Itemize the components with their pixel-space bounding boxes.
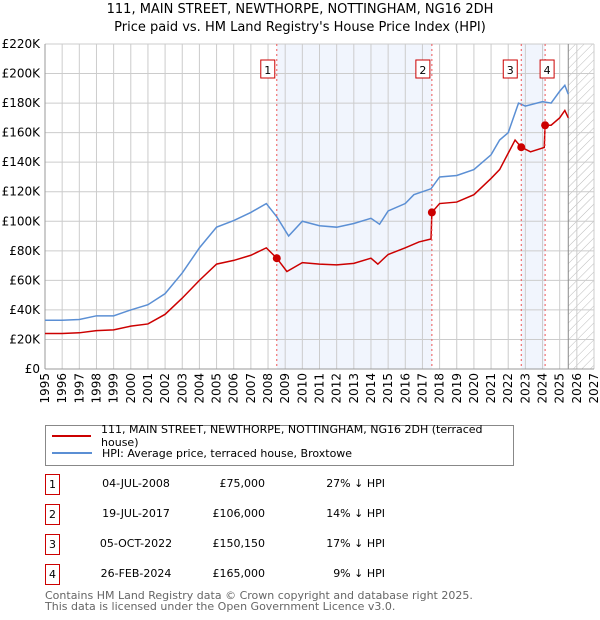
x-tick-label: 1999: [107, 373, 121, 404]
x-tick-label: 2016: [398, 373, 412, 404]
chart-title: 111, MAIN STREET, NEWTHORPE, NOTTINGHAM,…: [106, 2, 494, 17]
sale-marker-badge: 1: [45, 474, 60, 495]
x-tick-label: 2001: [141, 373, 155, 404]
x-tick-label: 2017: [415, 373, 429, 404]
sale-hpi-diff: 17% ↓ HPI: [326, 537, 385, 550]
hpi-line: [45, 83, 569, 321]
price-chart: £0 £20K £40K £60K £80K £100K £120K £140K £160K £1…: [2, 37, 600, 404]
x-tick-label: 2022: [501, 373, 515, 404]
sale-hpi-diff: 9% ↓ HPI: [333, 567, 385, 580]
chart-subtitle: Price paid vs. HM Land Registry's House …: [114, 20, 486, 35]
x-tick-label: 2004: [192, 373, 206, 404]
sale-hpi-diff: 27% ↓ HPI: [326, 477, 385, 490]
sale-marker-badge: 2: [45, 504, 60, 525]
table-row: 3 05-OCT-2022 £150,150 17% ↓ HPI: [45, 534, 545, 555]
x-tick-label: 2006: [227, 373, 241, 404]
sale-marker-badge: 3: [45, 534, 60, 555]
x-tick-label: 1995: [38, 373, 52, 404]
sale-date: 19-JUL-2017: [102, 507, 170, 520]
y-tick-label: £220K: [2, 37, 42, 51]
x-tick-label: 1996: [55, 373, 69, 404]
x-tick-label: 2023: [518, 373, 532, 404]
sale-date: 26-FEB-2024: [100, 567, 172, 580]
y-tick-label: £180K: [2, 96, 42, 110]
x-tick-label: 2014: [364, 373, 378, 404]
sale-price: £106,000: [212, 507, 266, 520]
x-tick-label: 2024: [536, 373, 550, 404]
y-tick-label: £140K: [2, 155, 42, 169]
sale-marker-box: [539, 59, 555, 79]
sale-price: £165,000: [212, 567, 266, 580]
sale-date: 05-OCT-2022: [99, 537, 173, 550]
shaded-range: [521, 44, 546, 369]
x-tick-label: 2002: [158, 373, 172, 404]
x-tick-label: 2021: [484, 373, 498, 404]
x-tick-label: 2000: [124, 373, 138, 404]
sale-marker-badge: 4: [45, 564, 60, 585]
x-tick-label: 2025: [553, 373, 567, 404]
legend-label: 111, MAIN STREET, NEWTHORPE, NOTTINGHAM,…: [101, 423, 483, 449]
x-tick-label: 2008: [261, 373, 275, 404]
x-tick-label: 2012: [330, 373, 344, 404]
y-tick-label: £200K: [2, 67, 42, 81]
legend-swatch-red: [52, 435, 92, 437]
legend: 111, MAIN STREET, NEWTHORPE, NOTTINGHAM,…: [45, 423, 514, 466]
x-tick-label: 2011: [313, 373, 327, 404]
x-tick-label: 1998: [89, 373, 103, 404]
x-tick-label: 2007: [244, 373, 258, 404]
sale-marker-label: 2: [419, 64, 426, 77]
shaded-range: [276, 44, 432, 369]
sale-price: £75,000: [219, 477, 266, 490]
sale-marker-label: 4: [544, 64, 551, 77]
y-tick-label: £160K: [2, 126, 42, 140]
sale-point: [541, 121, 550, 130]
table-row: 4 26-FEB-2024 £165,000 9% ↓ HPI: [45, 564, 545, 585]
footer-copyright: Contains HM Land Registry data © Crown c…: [45, 589, 473, 602]
x-tick-label: 2015: [381, 373, 395, 404]
legend-label: HPI: Average price, terraced house, Brox…: [102, 446, 353, 460]
sale-hpi-diff: 14% ↓ HPI: [326, 507, 385, 520]
y-tick-label: £60K: [9, 273, 41, 287]
footer-licence: This data is licensed under the Open Gov…: [45, 600, 396, 613]
y-tick-label: £0: [25, 362, 40, 376]
x-tick-label: 2018: [433, 373, 447, 404]
y-tick-label: £40K: [9, 303, 41, 317]
x-tick-label: 2026: [570, 373, 584, 404]
x-tick-label: 2009: [278, 373, 292, 404]
y-tick-label: £20K: [9, 332, 41, 346]
legend-item-hpi: HPI: Average price, terraced house, Brox…: [52, 445, 352, 461]
legend-item-property: 111, MAIN STREET, NEWTHORPE, NOTTINGHAM,…: [52, 423, 513, 449]
sale-marker-box: [502, 59, 518, 79]
sale-point: [272, 254, 281, 263]
x-tick-label: 2027: [587, 373, 600, 404]
sale-marker-label: 3: [507, 64, 514, 77]
x-tick-label: 1997: [72, 373, 86, 404]
sale-point: [517, 143, 526, 152]
sale-point: [427, 208, 436, 217]
sale-date: 04-JUL-2008: [102, 477, 170, 490]
y-tick-label: £80K: [9, 244, 41, 258]
y-tick-label: £100K: [2, 214, 42, 228]
x-tick-label: 2020: [467, 373, 481, 404]
legend-swatch-blue: [52, 452, 92, 454]
sale-marker-box: [260, 59, 276, 79]
sale-price: £150,150: [212, 537, 266, 550]
x-tick-label: 2003: [175, 373, 189, 404]
x-tick-label: 2019: [450, 373, 464, 404]
table-row: 1 04-JUL-2008 £75,000 27% ↓ HPI: [45, 474, 545, 495]
x-tick-label: 2013: [347, 373, 361, 404]
table-row: 2 19-JUL-2017 £106,000 14% ↓ HPI: [45, 504, 545, 525]
sale-marker-label: 1: [264, 64, 271, 77]
x-tick-label: 2005: [210, 373, 224, 404]
y-tick-label: £120K: [2, 185, 42, 199]
x-tick-label: 2010: [295, 373, 309, 404]
sale-marker-box: [415, 59, 431, 79]
forecast-hatch: [568, 44, 594, 369]
